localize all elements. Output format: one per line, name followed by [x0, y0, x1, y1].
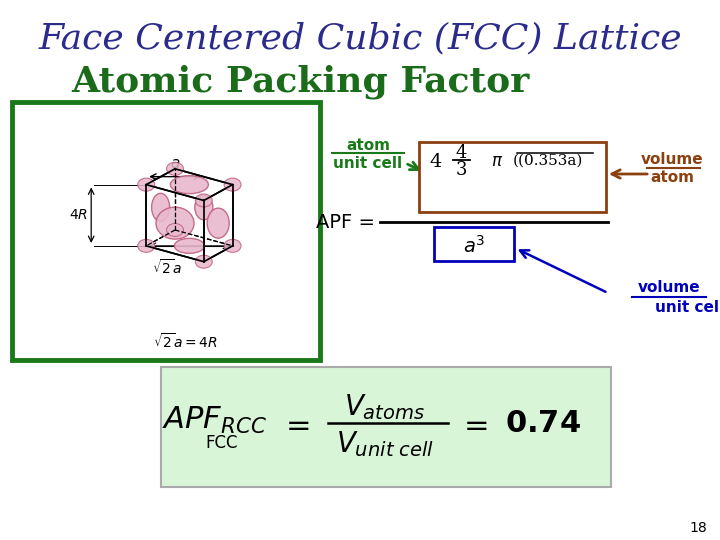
Ellipse shape [174, 238, 204, 253]
Ellipse shape [224, 239, 241, 252]
Text: Face Centered Cubic (FCC) Lattice: Face Centered Cubic (FCC) Lattice [38, 21, 682, 55]
Text: $4R$: $4R$ [69, 208, 88, 222]
FancyBboxPatch shape [161, 367, 611, 487]
Text: $=$: $=$ [458, 409, 488, 441]
Text: ((0.353a): ((0.353a) [513, 154, 583, 168]
Text: 3: 3 [455, 161, 467, 179]
Ellipse shape [171, 176, 208, 194]
Text: $\sqrt{2}a = 4R$: $\sqrt{2}a = 4R$ [153, 333, 217, 352]
Text: $a$: $a$ [170, 156, 180, 171]
Ellipse shape [207, 208, 229, 238]
Text: $APF_{RCC}$: $APF_{RCC}$ [163, 404, 268, 436]
Text: $V_{atoms}$: $V_{atoms}$ [344, 392, 426, 422]
Text: $\mathbf{0.74}$: $\mathbf{0.74}$ [505, 408, 581, 440]
Text: Atomic Packing Factor: Atomic Packing Factor [71, 65, 529, 99]
Text: $\pi$: $\pi$ [491, 152, 503, 170]
Text: 4: 4 [430, 153, 442, 171]
Ellipse shape [224, 178, 241, 191]
Text: unit cell: unit cell [655, 300, 720, 315]
Ellipse shape [138, 178, 155, 191]
FancyBboxPatch shape [419, 142, 606, 212]
Ellipse shape [152, 193, 170, 221]
Ellipse shape [195, 195, 213, 220]
Text: atom: atom [650, 171, 694, 186]
Ellipse shape [166, 224, 184, 237]
Text: unit cell: unit cell [333, 157, 402, 172]
Text: 4: 4 [455, 144, 467, 162]
Ellipse shape [195, 255, 212, 268]
Ellipse shape [156, 207, 194, 239]
Text: APF =: APF = [316, 213, 375, 232]
Ellipse shape [195, 194, 212, 207]
FancyBboxPatch shape [12, 102, 320, 360]
Ellipse shape [166, 163, 184, 176]
Text: FCC: FCC [206, 434, 238, 452]
FancyBboxPatch shape [434, 227, 514, 261]
Ellipse shape [138, 239, 155, 252]
Text: $=$: $=$ [280, 409, 310, 441]
Text: $a^3$: $a^3$ [463, 235, 485, 257]
Text: $\sqrt{2}a$: $\sqrt{2}a$ [152, 258, 181, 276]
Text: atom: atom [346, 138, 390, 152]
Text: 18: 18 [689, 521, 707, 535]
Text: volume: volume [638, 280, 701, 295]
Text: $V_{unit\ cell}$: $V_{unit\ cell}$ [336, 429, 434, 459]
Text: volume: volume [641, 152, 703, 167]
